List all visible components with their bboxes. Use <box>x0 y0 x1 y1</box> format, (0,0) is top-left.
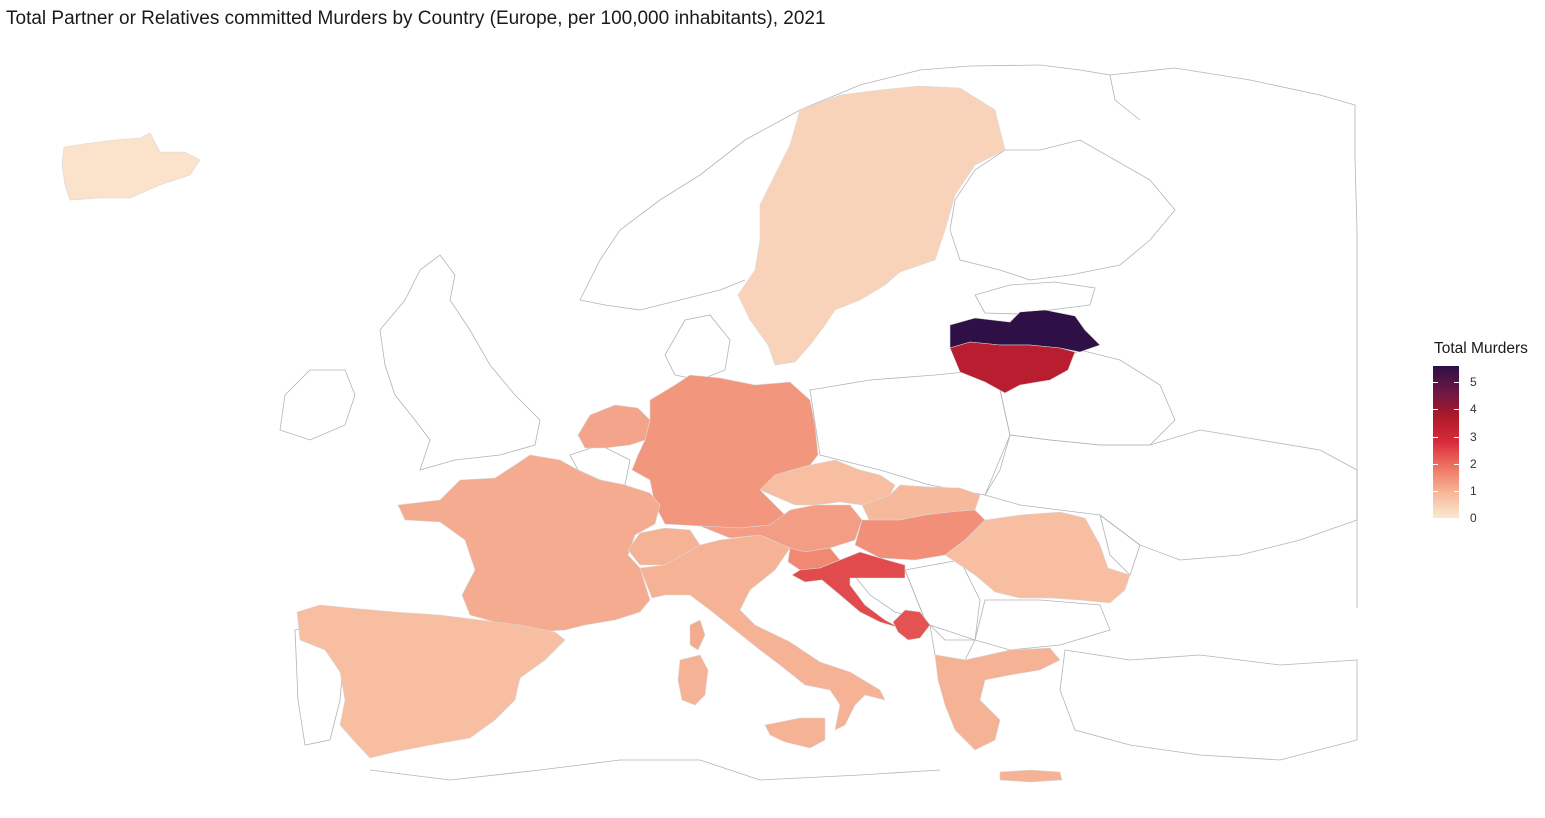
region-greece <box>934 647 1061 751</box>
region-france <box>397 454 661 633</box>
region-crete <box>999 769 1063 783</box>
choropleth-regions <box>61 85 1131 783</box>
region-lithuania <box>949 341 1076 394</box>
region-iceland <box>61 132 201 201</box>
region-netherlands <box>577 404 651 449</box>
chart-title: Total Partner or Relatives committed Mur… <box>6 8 826 29</box>
region-montenegro <box>892 609 931 641</box>
region-austria <box>699 504 863 553</box>
region-czechia <box>759 459 896 506</box>
legend-tick-label: 3 <box>1470 429 1477 444</box>
region-spain <box>296 604 566 759</box>
region-sardinia <box>677 654 709 706</box>
region-croatia <box>791 551 906 629</box>
region-corsica <box>689 619 706 651</box>
legend-tick-label: 1 <box>1470 483 1477 498</box>
legend-title: Total Murders <box>1434 340 1528 357</box>
region-romania <box>944 511 1131 604</box>
legend-tick-label: 4 <box>1470 402 1477 417</box>
legend-tick-label: 0 <box>1470 511 1477 525</box>
legend-tick-label: 5 <box>1470 375 1477 390</box>
region-sweden <box>737 85 1006 366</box>
region-sicily <box>764 717 826 749</box>
legend-colorbar <box>1433 366 1459 518</box>
legend-tick-label: 2 <box>1470 456 1477 471</box>
region-germany <box>631 374 819 529</box>
